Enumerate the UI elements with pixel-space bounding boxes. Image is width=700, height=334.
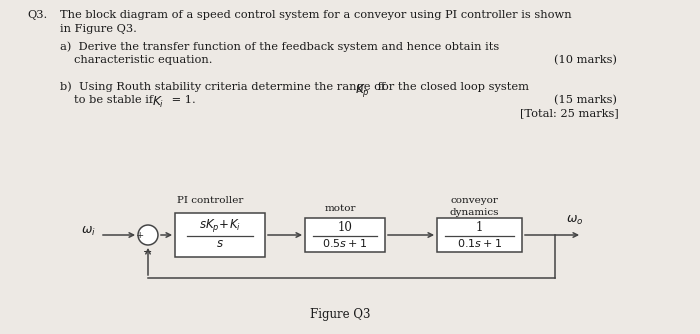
Text: conveyor: conveyor bbox=[450, 196, 498, 205]
Text: $K_p$: $K_p$ bbox=[355, 81, 370, 99]
Text: (15 marks): (15 marks) bbox=[554, 95, 617, 105]
Text: = 1.: = 1. bbox=[168, 95, 196, 105]
Text: characteristic equation.: characteristic equation. bbox=[74, 54, 213, 64]
Text: dynamics: dynamics bbox=[449, 208, 498, 217]
Text: 10: 10 bbox=[337, 221, 352, 234]
Text: [Total: 25 marks]: [Total: 25 marks] bbox=[520, 109, 619, 119]
Text: $\omega_i$: $\omega_i$ bbox=[80, 224, 95, 237]
Text: $K_i$: $K_i$ bbox=[152, 95, 164, 110]
Text: −: − bbox=[144, 247, 153, 257]
Text: +: + bbox=[136, 231, 144, 240]
Text: to be stable if: to be stable if bbox=[74, 95, 157, 105]
Text: in Figure Q3.: in Figure Q3. bbox=[60, 23, 137, 33]
Bar bbox=[175, 213, 265, 257]
Text: $0.5s + 1$: $0.5s + 1$ bbox=[323, 237, 368, 249]
Text: $s$: $s$ bbox=[216, 237, 224, 250]
Text: b)  Using Routh stability criteria determine the range of: b) Using Routh stability criteria determ… bbox=[60, 81, 389, 92]
Bar bbox=[305, 218, 385, 252]
Text: PI controller: PI controller bbox=[177, 196, 243, 205]
Bar bbox=[437, 218, 522, 252]
Text: $0.1s + 1$: $0.1s + 1$ bbox=[457, 237, 502, 249]
Text: Q3.: Q3. bbox=[27, 10, 48, 20]
Text: 1: 1 bbox=[476, 221, 483, 234]
Text: The block diagram of a speed control system for a conveyor using PI controller i: The block diagram of a speed control sys… bbox=[60, 10, 572, 20]
Text: motor: motor bbox=[324, 204, 356, 213]
Text: (10 marks): (10 marks) bbox=[554, 54, 617, 65]
Text: for the closed loop system: for the closed loop system bbox=[374, 81, 529, 92]
Circle shape bbox=[138, 225, 158, 245]
Text: $\omega_o$: $\omega_o$ bbox=[566, 213, 583, 226]
Text: $sK_p\!+\!K_i$: $sK_p\!+\!K_i$ bbox=[199, 217, 241, 234]
Text: Figure Q3: Figure Q3 bbox=[309, 308, 370, 321]
Text: a)  Derive the transfer function of the feedback system and hence obtain its: a) Derive the transfer function of the f… bbox=[60, 41, 499, 52]
